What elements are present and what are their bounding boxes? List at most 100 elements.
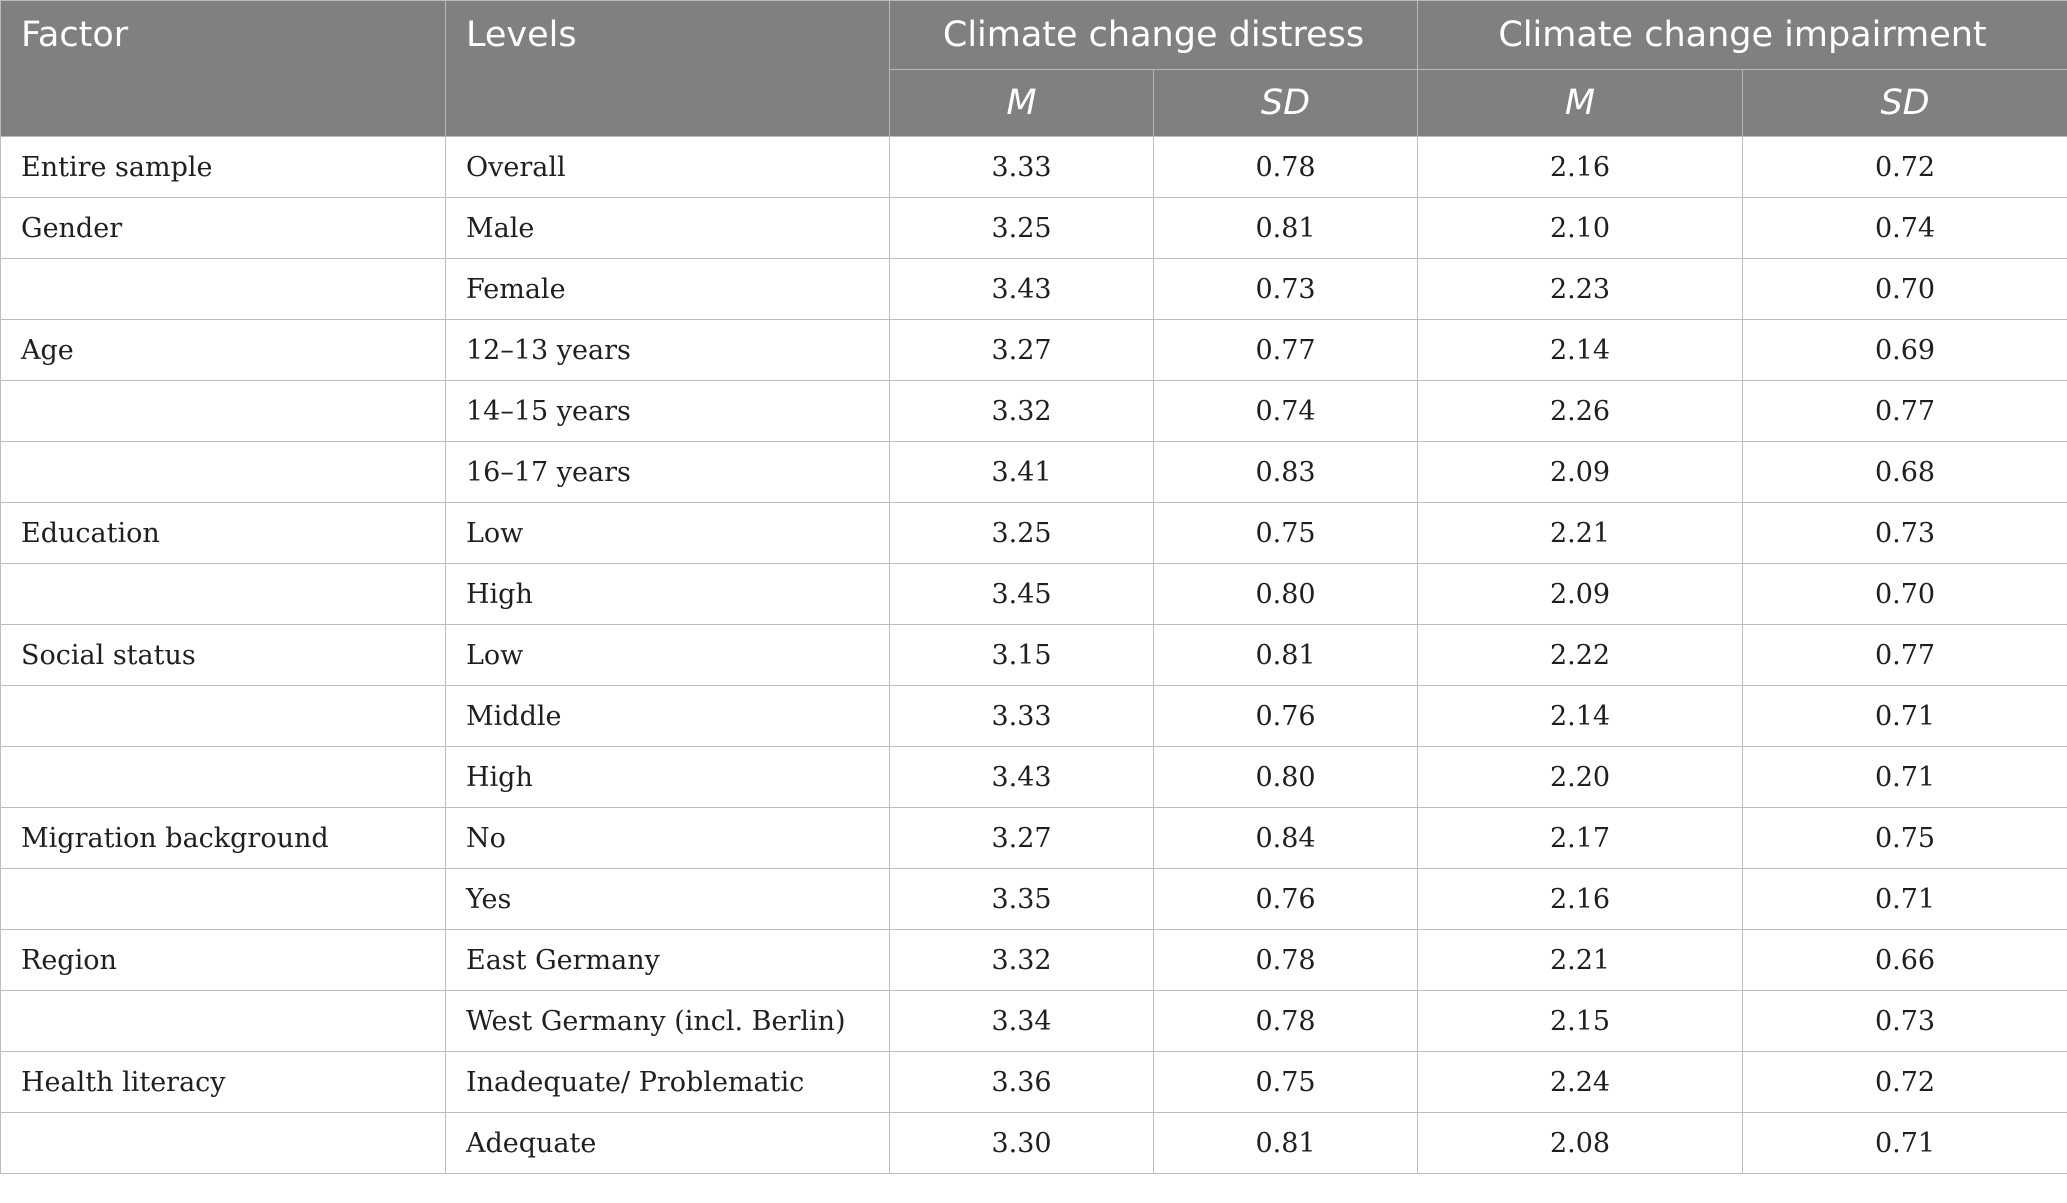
cell-level: East Germany	[445, 929, 890, 991]
table-row: Yes 3.35 0.76 2.16 0.71	[0, 868, 2067, 930]
cell-impairment-sd: 0.77	[1742, 624, 2067, 686]
cell-impairment-sd: 0.70	[1742, 258, 2067, 320]
cell-factor	[0, 746, 446, 808]
cell-distress-sd: 0.78	[1152, 136, 1419, 198]
cell-level: Male	[445, 197, 890, 259]
cell-impairment-m: 2.21	[1417, 502, 1744, 564]
cell-factor	[0, 441, 446, 503]
cell-factor: Entire sample	[0, 136, 446, 198]
cell-level: Low	[445, 502, 890, 564]
cell-distress-m: 3.41	[889, 441, 1154, 503]
cell-impairment-m: 2.08	[1417, 1112, 1744, 1174]
cell-impairment-sd: 0.72	[1742, 136, 2067, 198]
table-row: Age 12–13 years 3.27 0.77 2.14 0.69	[0, 319, 2067, 381]
header-impairment-m: M	[1417, 69, 1744, 137]
data-table-container: Factor Levels Climate change distress Cl…	[0, 0, 2067, 1174]
table-row: Middle 3.33 0.76 2.14 0.71	[0, 685, 2067, 747]
cell-impairment-sd: 0.75	[1742, 807, 2067, 869]
cell-distress-m: 3.25	[889, 502, 1154, 564]
cell-impairment-m: 2.14	[1417, 685, 1744, 747]
cell-impairment-m: 2.15	[1417, 990, 1744, 1052]
cell-impairment-sd: 0.77	[1742, 380, 2067, 442]
cell-impairment-m: 2.16	[1417, 868, 1744, 930]
cell-distress-sd: 0.74	[1152, 380, 1419, 442]
cell-impairment-sd: 0.70	[1742, 563, 2067, 625]
cell-impairment-m: 2.17	[1417, 807, 1744, 869]
cell-factor: Migration background	[0, 807, 446, 869]
table-row: Education Low 3.25 0.75 2.21 0.73	[0, 502, 2067, 564]
cell-distress-m: 3.27	[889, 319, 1154, 381]
cell-distress-sd: 0.81	[1152, 624, 1419, 686]
cell-factor: Age	[0, 319, 446, 381]
table-row: High 3.45 0.80 2.09 0.70	[0, 563, 2067, 625]
cell-level: 14–15 years	[445, 380, 890, 442]
cell-distress-sd: 0.84	[1152, 807, 1419, 869]
cell-impairment-sd: 0.71	[1742, 868, 2067, 930]
cell-distress-m: 3.34	[889, 990, 1154, 1052]
table-row: Social status Low 3.15 0.81 2.22 0.77	[0, 624, 2067, 686]
header-distress: Climate change distress	[888, 0, 1419, 70]
header-impairment: Climate change impairment	[1417, 0, 2067, 70]
cell-distress-m: 3.32	[889, 929, 1154, 991]
cell-distress-sd: 0.73	[1152, 258, 1419, 320]
header-distress-sd: SD	[1152, 69, 1419, 137]
cell-factor: Gender	[0, 197, 446, 259]
cell-level: Overall	[445, 136, 890, 198]
cell-distress-m: 3.33	[889, 685, 1154, 747]
cell-impairment-m: 2.22	[1417, 624, 1744, 686]
cell-distress-sd: 0.81	[1152, 1112, 1419, 1174]
cell-distress-m: 3.32	[889, 380, 1154, 442]
cell-impairment-sd: 0.73	[1742, 990, 2067, 1052]
table-row: Region East Germany 3.32 0.78 2.21 0.66	[0, 929, 2067, 991]
cell-level: 12–13 years	[445, 319, 890, 381]
header-distress-m: M	[889, 69, 1154, 137]
table-row: Migration background No 3.27 0.84 2.17 0.75	[0, 807, 2067, 869]
table-header: Factor Levels Climate change distress Cl…	[0, 0, 2067, 137]
cell-distress-m: 3.30	[889, 1112, 1154, 1174]
cell-impairment-sd: 0.69	[1742, 319, 2067, 381]
cell-factor	[0, 1112, 446, 1174]
cell-distress-sd: 0.77	[1152, 319, 1419, 381]
cell-impairment-sd: 0.71	[1742, 685, 2067, 747]
cell-level: High	[445, 746, 890, 808]
cell-level: Inadequate/ Problematic	[445, 1051, 890, 1113]
cell-level: Yes	[445, 868, 890, 930]
table-row: High 3.43 0.80 2.20 0.71	[0, 746, 2067, 808]
cell-distress-m: 3.43	[889, 746, 1154, 808]
cell-impairment-m: 2.21	[1417, 929, 1744, 991]
cell-distress-m: 3.33	[889, 136, 1154, 198]
cell-level: No	[445, 807, 890, 869]
table-row: 16–17 years 3.41 0.83 2.09 0.68	[0, 441, 2067, 503]
cell-distress-sd: 0.75	[1152, 1051, 1419, 1113]
cell-distress-m: 3.36	[889, 1051, 1154, 1113]
header-levels: Levels	[445, 0, 890, 137]
cell-impairment-sd: 0.68	[1742, 441, 2067, 503]
table-row: West Germany (incl. Berlin) 3.34 0.78 2.15 0…	[0, 990, 2067, 1052]
cell-impairment-sd: 0.74	[1742, 197, 2067, 259]
cell-factor: Health literacy	[0, 1051, 446, 1113]
cell-distress-sd: 0.76	[1152, 868, 1419, 930]
cell-distress-m: 3.35	[889, 868, 1154, 930]
cell-impairment-m: 2.26	[1417, 380, 1744, 442]
cell-distress-sd: 0.78	[1152, 929, 1419, 991]
cell-impairment-sd: 0.71	[1742, 1112, 2067, 1174]
cell-impairment-sd: 0.66	[1742, 929, 2067, 991]
cell-impairment-m: 2.16	[1417, 136, 1744, 198]
table-row: Gender Male 3.25 0.81 2.10 0.74	[0, 197, 2067, 259]
cell-distress-m: 3.25	[889, 197, 1154, 259]
cell-level: West Germany (incl. Berlin)	[445, 990, 890, 1052]
cell-distress-sd: 0.75	[1152, 502, 1419, 564]
data-table: Factor Levels Climate change distress Cl…	[0, 0, 2067, 1174]
table-row: Female 3.43 0.73 2.23 0.70	[0, 258, 2067, 320]
cell-level: Middle	[445, 685, 890, 747]
cell-factor: Region	[0, 929, 446, 991]
cell-distress-sd: 0.81	[1152, 197, 1419, 259]
cell-factor: Education	[0, 502, 446, 564]
table-row: Health literacy Inadequate/ Problematic 3.…	[0, 1051, 2067, 1113]
cell-factor	[0, 563, 446, 625]
cell-impairment-m: 2.14	[1417, 319, 1744, 381]
table-row: Entire sample Overall 3.33 0.78 2.16 0.72	[0, 136, 2067, 198]
cell-distress-sd: 0.83	[1152, 441, 1419, 503]
cell-level: Low	[445, 624, 890, 686]
table-row: 14–15 years 3.32 0.74 2.26 0.77	[0, 380, 2067, 442]
